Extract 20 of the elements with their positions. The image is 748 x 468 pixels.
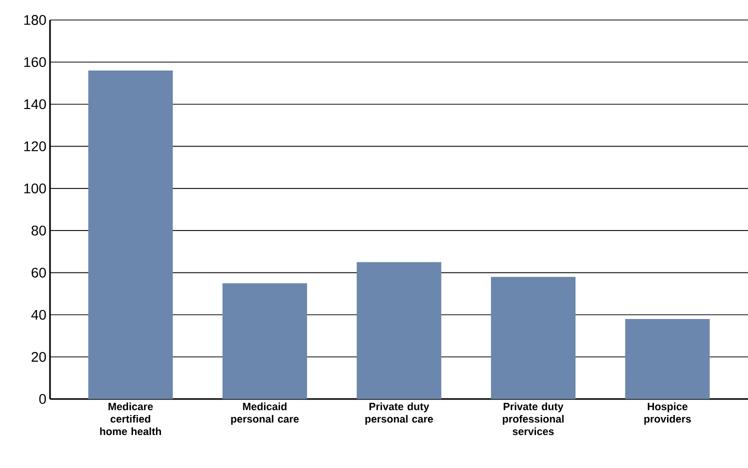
x-tick-label: Medicare certified home health	[100, 402, 161, 436]
x-tick-label: Medicaid personal care	[231, 402, 299, 425]
bar	[625, 318, 710, 399]
y-tick-label: 140	[24, 99, 46, 110]
y-tick-label: 80	[32, 226, 46, 236]
bar	[356, 262, 442, 399]
x-tick-label: Private duty professional services	[502, 402, 564, 436]
y-tick-label: 60	[32, 268, 46, 278]
y-tick-label: 20	[32, 352, 46, 362]
y-tick-label: 100	[24, 183, 46, 194]
x-tick-label: Private duty personal care	[365, 402, 433, 425]
bar	[490, 276, 576, 399]
x-tick-label: Hospice providers	[644, 402, 691, 425]
y-tick-label: 40	[31, 310, 46, 320]
y-tick-label: 160	[24, 57, 46, 68]
bar	[222, 283, 308, 399]
bar	[88, 70, 173, 399]
y-tick-label: 120	[24, 141, 46, 152]
y-tick-label: 180	[24, 15, 46, 25]
y-tick-label: 0	[39, 394, 46, 404]
